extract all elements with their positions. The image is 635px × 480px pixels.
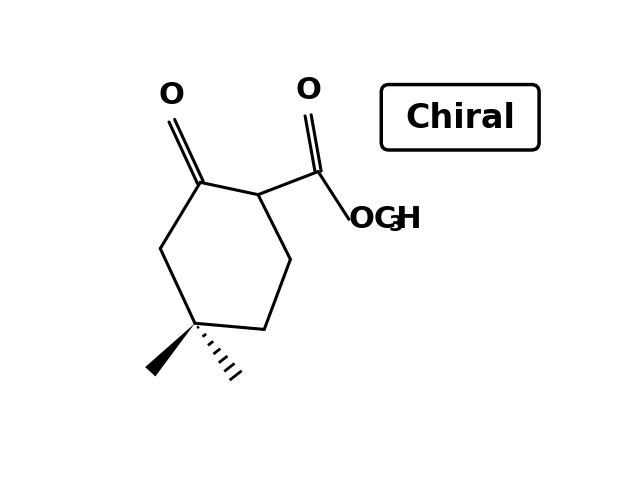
Text: O: O (159, 81, 185, 110)
Text: Chiral: Chiral (405, 102, 515, 134)
Text: O: O (295, 75, 321, 105)
Polygon shape (145, 323, 195, 376)
FancyBboxPatch shape (381, 84, 539, 150)
Text: OCH: OCH (349, 205, 422, 234)
Text: 3: 3 (389, 215, 403, 235)
